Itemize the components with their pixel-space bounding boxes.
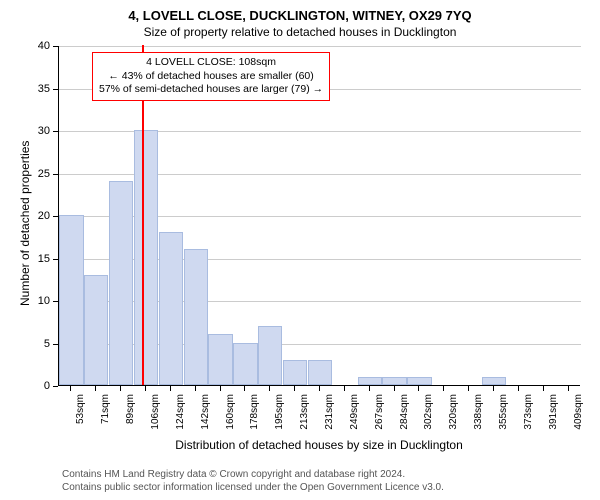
ytick-mark <box>53 344 58 345</box>
footer-text: Contains HM Land Registry data © Crown c… <box>62 468 444 494</box>
chart-title-sub: Size of property relative to detached ho… <box>0 23 600 39</box>
xtick-label: 178sqm <box>249 394 260 444</box>
ytick-label: 35 <box>30 83 50 95</box>
bar <box>184 249 208 385</box>
ytick-label: 5 <box>30 338 50 350</box>
annotation-box: 4 LOVELL CLOSE: 108sqm← 43% of detached … <box>92 52 330 101</box>
xtick-label: 373sqm <box>523 394 534 444</box>
gridline <box>59 46 581 47</box>
ytick-mark <box>53 301 58 302</box>
xtick-mark <box>244 386 245 391</box>
ytick-mark <box>53 89 58 90</box>
xtick-mark <box>344 386 345 391</box>
xtick-label: 195sqm <box>274 394 285 444</box>
bar <box>407 377 431 386</box>
xtick-label: 71sqm <box>100 394 111 444</box>
xtick-mark <box>568 386 569 391</box>
footer-line2: Contains public sector information licen… <box>62 481 444 494</box>
ytick-label: 0 <box>30 380 50 392</box>
bar <box>134 130 158 385</box>
xtick-mark <box>294 386 295 391</box>
bar <box>84 275 108 386</box>
xtick-label: 160sqm <box>225 394 236 444</box>
bar <box>382 377 406 386</box>
ytick-label: 20 <box>30 210 50 222</box>
xtick-mark <box>220 386 221 391</box>
xtick-label: 89sqm <box>125 394 136 444</box>
bar <box>59 215 83 385</box>
bar <box>283 360 307 386</box>
xtick-label: 142sqm <box>200 394 211 444</box>
ytick-label: 25 <box>30 168 50 180</box>
xtick-label: 284sqm <box>399 394 410 444</box>
bar <box>358 377 382 386</box>
ytick-label: 30 <box>30 125 50 137</box>
xtick-mark <box>195 386 196 391</box>
ytick-label: 40 <box>30 40 50 52</box>
xtick-mark <box>543 386 544 391</box>
ytick-mark <box>53 259 58 260</box>
xtick-mark <box>493 386 494 391</box>
xtick-label: 320sqm <box>448 394 459 444</box>
ytick-mark <box>53 46 58 47</box>
xtick-label: 338sqm <box>473 394 484 444</box>
xtick-label: 391sqm <box>548 394 559 444</box>
footer-line1: Contains HM Land Registry data © Crown c… <box>62 468 444 481</box>
xtick-mark <box>418 386 419 391</box>
xtick-mark <box>394 386 395 391</box>
xtick-mark <box>70 386 71 391</box>
xtick-label: 267sqm <box>374 394 385 444</box>
xtick-label: 53sqm <box>75 394 86 444</box>
bar <box>208 334 232 385</box>
annot-line3: 57% of semi-detached houses are larger (… <box>99 83 323 97</box>
xtick-mark <box>170 386 171 391</box>
annot-line2: ← 43% of detached houses are smaller (60… <box>99 70 323 84</box>
xtick-mark <box>145 386 146 391</box>
xtick-label: 106sqm <box>150 394 161 444</box>
xtick-mark <box>120 386 121 391</box>
xtick-label: 213sqm <box>299 394 310 444</box>
y-axis-label: Number of detached properties <box>18 141 32 306</box>
bar <box>109 181 133 385</box>
xtick-label: 355sqm <box>498 394 509 444</box>
xtick-label: 249sqm <box>349 394 360 444</box>
xtick-label: 302sqm <box>423 394 434 444</box>
xtick-mark <box>443 386 444 391</box>
bar <box>233 343 257 386</box>
xtick-mark <box>269 386 270 391</box>
ytick-label: 10 <box>30 295 50 307</box>
xtick-mark <box>518 386 519 391</box>
ytick-mark <box>53 386 58 387</box>
xtick-mark <box>468 386 469 391</box>
xtick-mark <box>319 386 320 391</box>
ytick-label: 15 <box>30 253 50 265</box>
ytick-mark <box>53 174 58 175</box>
chart-title-main: 4, LOVELL CLOSE, DUCKLINGTON, WITNEY, OX… <box>0 0 600 23</box>
annot-line1: 4 LOVELL CLOSE: 108sqm <box>99 56 323 70</box>
bar <box>482 377 506 386</box>
ytick-mark <box>53 216 58 217</box>
xtick-mark <box>369 386 370 391</box>
bar <box>258 326 282 386</box>
xtick-label: 231sqm <box>324 394 335 444</box>
xtick-label: 124sqm <box>175 394 186 444</box>
xtick-mark <box>95 386 96 391</box>
bar <box>159 232 183 385</box>
bar <box>308 360 332 386</box>
xtick-label: 409sqm <box>573 394 584 444</box>
ytick-mark <box>53 131 58 132</box>
